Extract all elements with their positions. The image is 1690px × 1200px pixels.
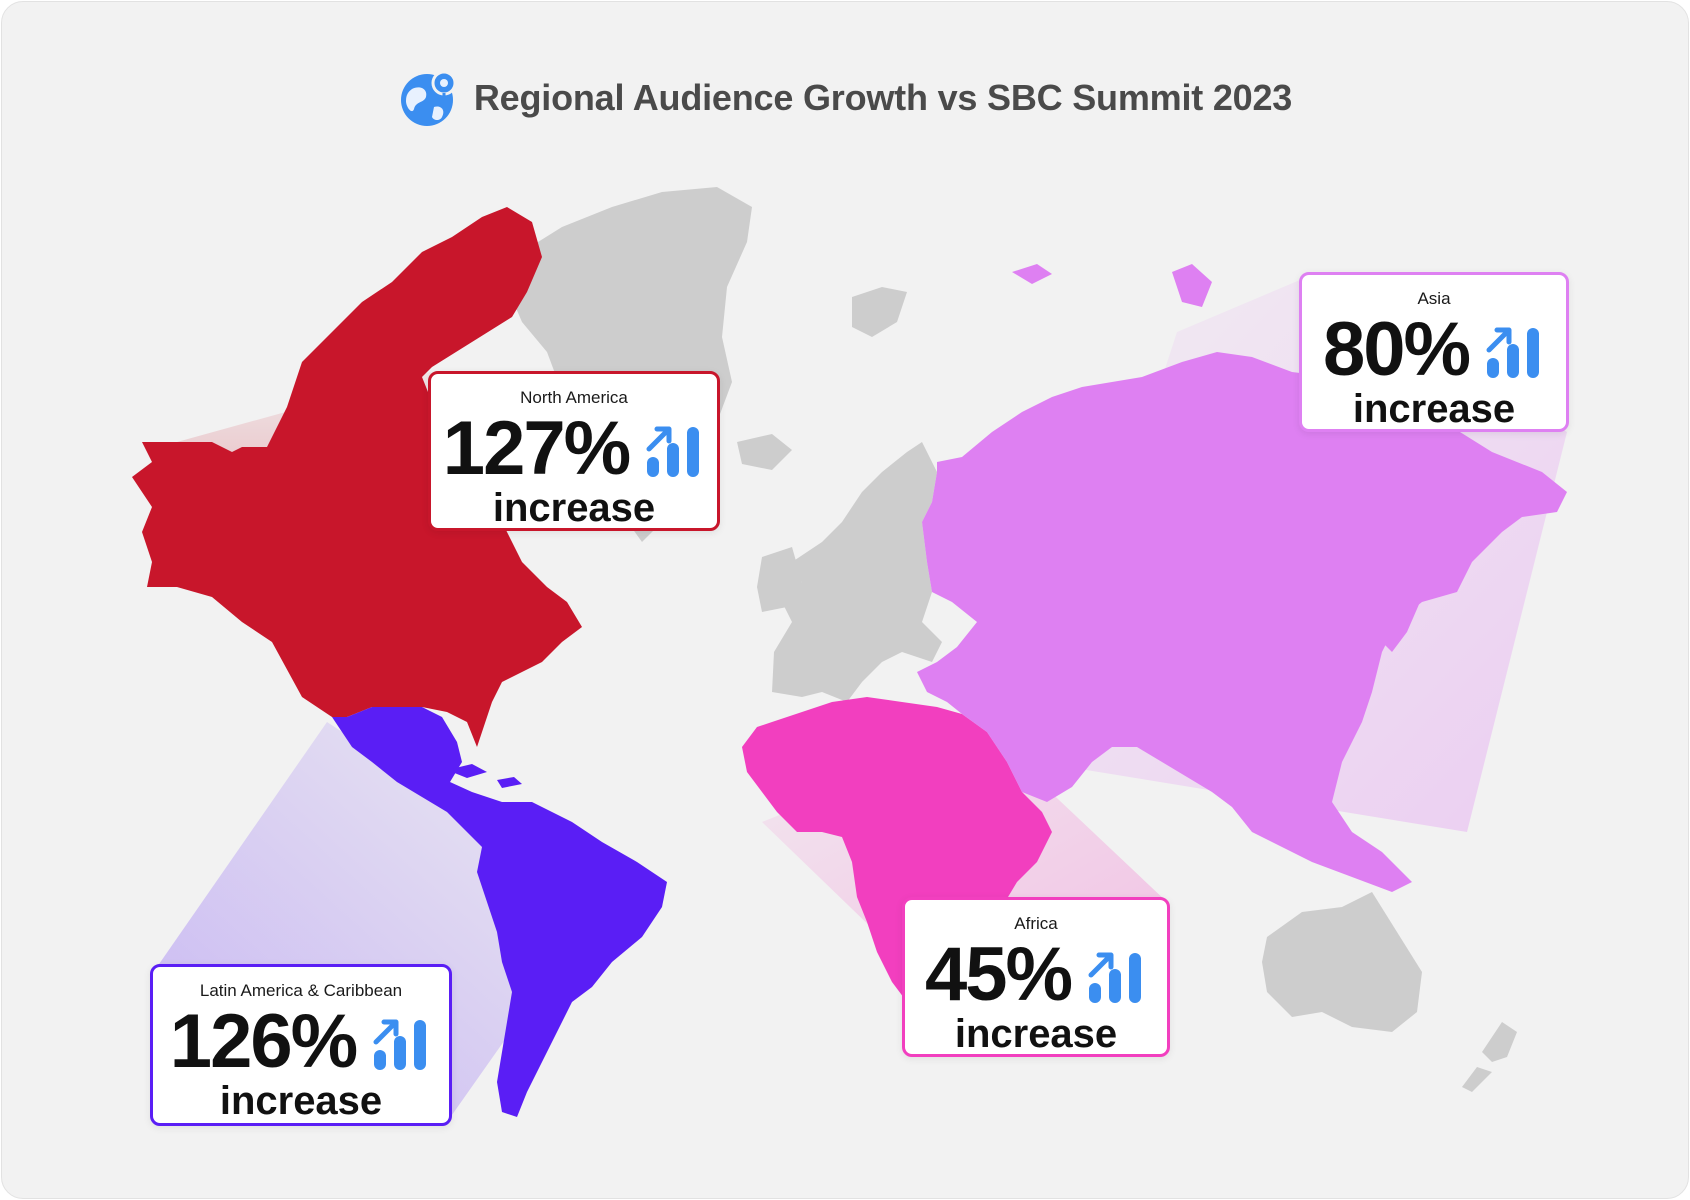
- australia-land: [1262, 892, 1422, 1032]
- trend-up-bars-icon: [1486, 327, 1540, 378]
- trend-up-bars-icon: [1088, 952, 1142, 1003]
- trend-up-bars-icon: [373, 1019, 427, 1070]
- region-name: Asia: [1417, 289, 1451, 308]
- region-name: North America: [520, 388, 628, 407]
- growth-value: 80%: [1322, 307, 1471, 392]
- europe-land: [772, 442, 942, 702]
- region-name: Africa: [1014, 914, 1058, 933]
- arctic-islands-asia: [1012, 264, 1212, 307]
- iceland-land: [737, 434, 792, 470]
- latin-america-callout: Latin America & Caribbean 126% increase: [150, 964, 452, 1126]
- uk-land: [757, 547, 802, 612]
- asia-callout: Asia 80% increase: [1299, 272, 1569, 432]
- asia-land: [917, 352, 1567, 892]
- region-name: Latin America & Caribbean: [199, 981, 403, 1000]
- increase-label: increase: [492, 486, 656, 530]
- trend-up-bars-icon: [646, 426, 700, 477]
- north-america-callout: North America 127% increase: [428, 371, 720, 531]
- north-america-land: [132, 207, 582, 747]
- chart-title: Regional Audience Growth vs SBC Summit 2…: [473, 77, 1293, 118]
- increase-label: increase: [954, 1012, 1118, 1056]
- increase-label: increase: [219, 1079, 383, 1123]
- growth-value: 126%: [169, 999, 358, 1084]
- globe-pin-icon: [400, 70, 457, 126]
- japan-land: [1382, 572, 1420, 652]
- africa-callout: Africa 45% increase: [902, 897, 1170, 1057]
- growth-value: 127%: [442, 406, 631, 491]
- latin-america-land: [332, 707, 667, 1117]
- chart-header: Regional Audience Growth vs SBC Summit 2…: [2, 64, 1688, 132]
- caribbean-islands: [447, 764, 522, 788]
- new-zealand-land: [1462, 1022, 1517, 1092]
- svalbard-land: [852, 287, 907, 337]
- growth-value: 45%: [924, 932, 1073, 1017]
- increase-label: increase: [1352, 387, 1516, 431]
